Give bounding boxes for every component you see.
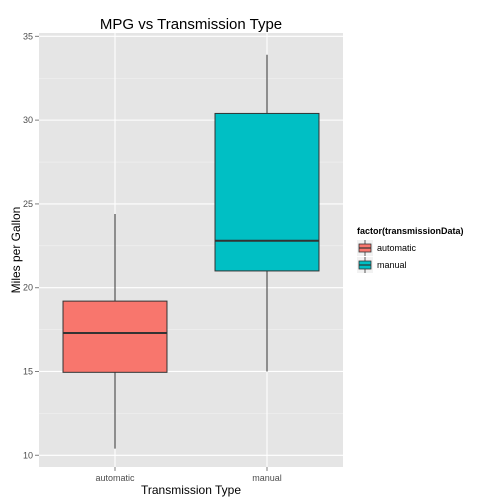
y-tick-label: 10 [23, 450, 33, 460]
box-layer [62, 54, 320, 449]
y-tick-label: 15 [23, 366, 33, 376]
box-manual [214, 54, 320, 372]
x-tick-label: manual [252, 473, 282, 483]
legend: factor(transmissionData) automatic manual [357, 226, 464, 273]
x-axis-title: Transmission Type [141, 483, 241, 497]
y-tick-label: 20 [23, 283, 33, 293]
y-tick-label: 35 [23, 31, 33, 41]
x-axis: automatic manual [95, 467, 282, 483]
y-axis-title: Miles per Gallon [9, 207, 23, 294]
y-tick-label: 30 [23, 115, 33, 125]
x-tick-label: automatic [95, 473, 135, 483]
iqr-box [62, 300, 168, 373]
legend-label: manual [377, 260, 407, 270]
legend-title: factor(transmissionData) [357, 226, 464, 236]
y-axis: 10 15 20 25 30 35 [23, 31, 39, 460]
legend-item-automatic: automatic [357, 240, 417, 256]
box-automatic [62, 213, 168, 449]
chart-title: MPG vs Transmission Type [100, 16, 282, 33]
y-tick-label: 25 [23, 199, 33, 209]
iqr-box [214, 112, 320, 272]
legend-label: automatic [377, 243, 417, 253]
legend-item-manual: manual [357, 257, 407, 273]
